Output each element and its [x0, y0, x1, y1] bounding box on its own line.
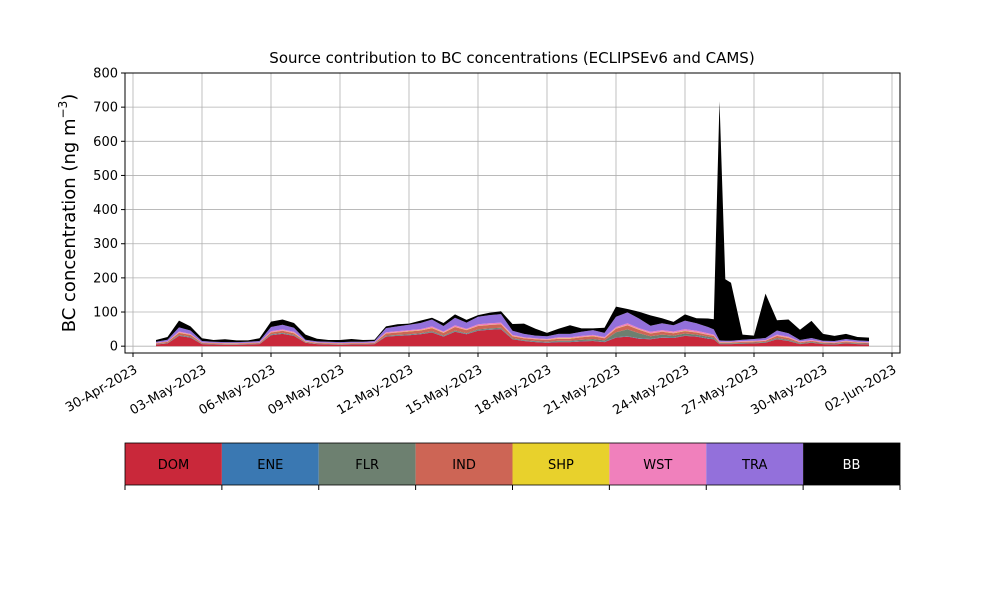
y-tick-label: 800: [93, 67, 118, 82]
legend-label-shp: SHP: [548, 458, 574, 473]
x-tick-label: 12-May-2023: [335, 362, 417, 418]
area-bb: [156, 101, 869, 343]
x-tick-label: 18-May-2023: [473, 362, 555, 418]
legend-label-bb: BB: [843, 458, 861, 473]
y-tick-label: 300: [93, 237, 118, 252]
y-axis-label: BC concentration (ng m−3): [56, 94, 80, 333]
y-tick-label: 600: [93, 135, 118, 150]
area-flr: [156, 327, 869, 345]
legend-swatch-ind: [415, 443, 513, 485]
plot-frame: [124, 72, 901, 354]
x-tick-label: 24-May-2023: [611, 362, 693, 418]
legend-label-flr: FLR: [355, 458, 379, 473]
y-tick-label: 400: [93, 203, 118, 218]
legend-swatch-flr: [318, 443, 416, 485]
y-tick-label: 100: [93, 306, 118, 321]
x-tick-label: 02-Jun-2023: [822, 362, 899, 415]
legend-label-tra: TRA: [741, 458, 767, 473]
y-axis-label-superscript: −3: [56, 101, 70, 119]
x-tick-label: 06-May-2023: [197, 362, 279, 418]
legend-label-dom: DOM: [158, 458, 189, 473]
x-tick-label: 27-May-2023: [680, 362, 762, 418]
x-tick-label: 21-May-2023: [542, 362, 624, 418]
y-tick-label: 700: [93, 101, 118, 116]
legend-label-ind: IND: [452, 458, 476, 473]
y-axis-label-text: BC concentration (ng m: [59, 118, 80, 332]
x-tick-label: 09-May-2023: [266, 362, 348, 418]
legend-label-ene: ENE: [257, 458, 283, 473]
y-tick-label: 200: [93, 271, 118, 286]
legend-swatch-wst: [609, 443, 707, 485]
x-tick-label: 15-May-2023: [404, 362, 486, 418]
y-tick-label: 500: [93, 169, 118, 184]
legend-swatch-shp: [512, 443, 610, 485]
area-tra: [156, 312, 869, 344]
y-tick-label: 0: [110, 340, 118, 355]
y-axis-label-close: ): [59, 94, 80, 101]
legend-swatch-bb: [803, 443, 900, 485]
y-axis: 0 100 200 300 400 500 600 700 800: [93, 67, 125, 355]
area-ind: [156, 324, 869, 345]
x-tick-label: 30-May-2023: [749, 362, 831, 418]
legend-swatch-ene: [221, 443, 319, 485]
legend-swatch-tra: [706, 443, 804, 485]
grid: [125, 72, 900, 353]
area-dom: [156, 329, 869, 347]
legend-swatch-dom: [125, 443, 222, 485]
colorbar-legend: DOM ENE FLR IND SHP WST TRA BB: [124, 442, 901, 490]
x-axis: 30-Apr-202303-May-202306-May-202309-May-…: [63, 353, 899, 418]
stacked-areas: [156, 101, 869, 347]
chart-title: Source contribution to BC concentrations…: [269, 49, 754, 67]
x-tick-label: 03-May-2023: [128, 362, 210, 418]
legend-label-wst: WST: [643, 458, 672, 473]
